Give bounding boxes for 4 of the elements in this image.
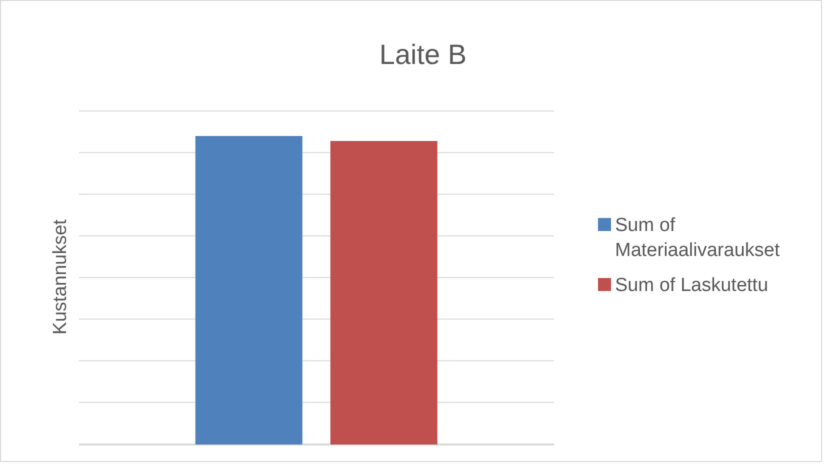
y-axis-title: Kustannukset <box>50 219 72 335</box>
legend-label: Sum of Materiaalivaraukset <box>615 214 781 263</box>
legend-label: Sum of Laskutettu <box>615 274 768 298</box>
chart-title: Laite B <box>378 39 468 71</box>
